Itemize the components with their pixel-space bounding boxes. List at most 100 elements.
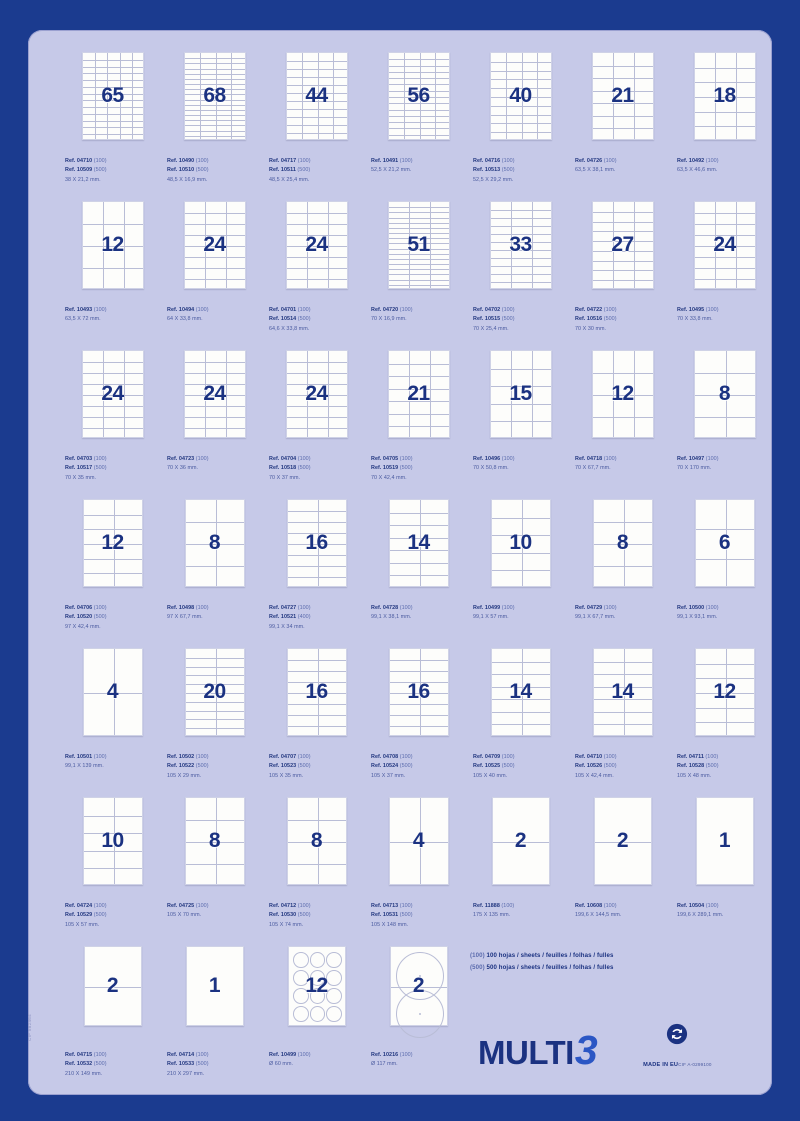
sheet-row-rule <box>184 58 245 60</box>
label-count: 12 <box>305 974 328 997</box>
label-format-card[interactable]: 2 Ref. 10216 (100) Ø 117 mm. <box>368 946 469 1095</box>
sheet-row-rule <box>695 663 754 665</box>
sheet-row-rule <box>592 90 653 92</box>
sheet-preview-wrap: 2 <box>470 797 571 897</box>
label-count: 12 <box>101 233 124 256</box>
card-caption: Ref. 04726 (100) 63,5 X 38,1 mm. <box>572 157 673 176</box>
label-format-card[interactable]: 6 Ref. 10500 (100) 99,1 X 93,1 mm. <box>674 499 775 648</box>
label-format-card[interactable]: 14 Ref. 04728 (100) 99,1 X 38,1 mm. <box>368 499 469 648</box>
label-format-card[interactable]: 12 Ref. 04706 (100) Ref. 10520 (500) 97 X 4… <box>62 499 163 648</box>
label-format-card[interactable]: 2 Ref. 10608 (100) 199,6 X 144,5 mm. <box>572 797 673 946</box>
label-format-card[interactable]: 12 Ref. 04711 (100) Ref. 10528 (500) 105 X … <box>674 648 775 797</box>
label-dimensions: 175 X 135 mm. <box>473 912 511 919</box>
card-caption: Ref. 10501 (100) 99,1 X 139 mm. <box>62 753 163 772</box>
label-format-card[interactable]: 14 Ref. 04710 (100) Ref. 10526 (500) 105 X … <box>572 648 673 797</box>
label-dimensions: 199,6 X 144,5 mm. <box>575 912 622 919</box>
label-format-card[interactable]: 68 Ref. 10490 (100) Ref. 10510 (500) 48,5 X… <box>164 52 265 201</box>
reference-code: Ref. 04709 <box>473 754 502 760</box>
label-dimensions: Ø 117 mm. <box>371 1061 398 1068</box>
label-format-card[interactable]: 16 Ref. 04707 (100) Ref. 10523 (500) 105 X … <box>266 648 367 797</box>
label-dimensions: 105 X 74 mm. <box>269 921 304 928</box>
label-format-card[interactable]: 4 Ref. 04713 (100) Ref. 10531 (500) 105 X 1… <box>368 797 469 946</box>
label-count: 56 <box>407 84 430 107</box>
sheet-row-rule <box>388 426 449 428</box>
label-format-card[interactable]: 21 Ref. 04705 (100) Ref. 10519 (500) 70 X 4… <box>368 350 469 499</box>
label-count: 6 <box>718 531 731 554</box>
label-dimensions: 63,5 X 38,1 mm. <box>575 167 616 174</box>
sheet-row-rule <box>287 682 346 683</box>
sheet-row-rule <box>388 84 449 86</box>
sheet-row-rule <box>185 710 244 712</box>
label-format-card[interactable]: 14 Ref. 04709 (100) Ref. 10525 (500) 105 X … <box>470 648 571 797</box>
sheet-row-rule <box>286 213 347 214</box>
sheet-row-rule <box>490 210 551 211</box>
sheet-row-rule <box>490 266 551 267</box>
label-format-card[interactable]: 65 Ref. 04710 (100) Ref. 10509 (500) 38 X 2… <box>62 52 163 201</box>
label-format-card[interactable]: 8 Ref. 04725 (100) 105 X 70 mm. <box>164 797 265 946</box>
reference-line: Ref. 04718 (100) <box>575 455 673 464</box>
sheet-row-rule <box>83 558 142 560</box>
reference-code: Ref. 04723 <box>167 456 196 462</box>
label-format-card[interactable]: 44 Ref. 04717 (100) Ref. 10511 (500) 48,5 X… <box>266 52 367 201</box>
label-format-card[interactable]: 2 Ref. 04715 (100) Ref. 10532 (500) 210 X 1… <box>62 946 163 1095</box>
label-format-card[interactable]: 18 Ref. 10492 (100) 63,5 X 46,6 mm. <box>674 52 775 201</box>
label-format-card[interactable]: 56 Ref. 10491 (100) 52,5 X 21,2 mm. <box>368 52 469 201</box>
label-dimensions: 210 X 297 mm. <box>167 1070 205 1077</box>
label-format-card[interactable]: 12 Ref. 10499 (100) Ø 60 mm. <box>266 946 367 1095</box>
label-format-card[interactable]: 24 Ref. 10494 (100) 64 X 33,8 mm. <box>164 201 265 350</box>
label-format-card[interactable]: 1 Ref. 10504 (100) 199,6 X 289,1 mm. <box>674 797 775 946</box>
card-caption: Ref. 10495 (100) 70 X 33,8 mm. <box>674 306 775 325</box>
label-count: 12 <box>101 531 124 554</box>
sheet-col-rule <box>113 798 115 884</box>
sheet-row-rule <box>593 566 652 567</box>
sheet-row-rule <box>389 715 448 716</box>
label-format-card[interactable]: 33 Ref. 04702 (100) Ref. 10515 (500) 70 X 2… <box>470 201 571 350</box>
sheet-col-rule <box>327 202 329 288</box>
reference-quantity: (100) <box>399 158 413 164</box>
card-caption: Ref. 04724 (100) Ref. 10529 (500) 105 X 57… <box>62 902 163 930</box>
label-format-card[interactable]: 27 Ref. 04722 (100) Ref. 10516 (500) 70 X 3… <box>572 201 673 350</box>
label-format-card[interactable]: 4 Ref. 10501 (100) 99,1 X 139 mm. <box>62 648 163 797</box>
sheet-row-rule <box>286 77 347 78</box>
label-format-card[interactable]: 24 Ref. 04704 (100) Ref. 10518 (500) 70 X 3… <box>266 350 367 499</box>
sheet-row-rule <box>184 99 245 101</box>
label-format-card[interactable]: 12 Ref. 10493 (100) 63,5 X 72 mm. <box>62 201 163 350</box>
label-format-card[interactable]: 15 Ref. 10496 (100) 70 X 50,8 mm. <box>470 350 571 499</box>
label-format-card[interactable]: 1 Ref. 04714 (100) Ref. 10533 (500) 210 X 2… <box>164 946 265 1095</box>
label-format-card[interactable]: 12 Ref. 04718 (100) 70 X 67,7 mm. <box>572 350 673 499</box>
label-format-card[interactable]: 24 Ref. 04701 (100) Ref. 10514 (500) 64,6 X… <box>266 201 367 350</box>
label-format-card[interactable]: 8 Ref. 10497 (100) 70 X 170 mm. <box>674 350 775 499</box>
label-format-card[interactable]: 21 Ref. 04726 (100) 63,5 X 38,1 mm. <box>572 52 673 201</box>
sheet-row-rule <box>184 115 245 117</box>
sheet-row-rule <box>389 704 448 705</box>
label-format-card[interactable]: 10 Ref. 10499 (100) 99,1 X 57 mm. <box>470 499 571 648</box>
label-format-card[interactable]: 8 Ref. 04712 (100) Ref. 10530 (500) 105 X 7… <box>266 797 367 946</box>
reference-quantity: (500) <box>93 614 107 621</box>
sheet-row-rule <box>694 279 755 280</box>
reference-line: Ref. 10524 (500) <box>371 762 469 771</box>
sheet-preview-wrap: 12 <box>266 946 367 1046</box>
label-format-card[interactable]: 2 Ref. 11888 (100) 175 X 135 mm. <box>470 797 571 946</box>
center-dot-icon <box>418 1013 421 1015</box>
label-sheet-preview: 8 <box>592 499 653 587</box>
label-format-card[interactable]: 8 Ref. 10498 (100) 97 X 67,7 mm. <box>164 499 265 648</box>
sheet-col-rule <box>231 53 232 139</box>
label-format-card[interactable]: 16 Ref. 04708 (100) Ref. 10524 (500) 105 X … <box>368 648 469 797</box>
sheet-preview-wrap: 10 <box>62 797 163 897</box>
label-format-card[interactable]: 16 Ref. 04727 (100) Ref. 10521 (400) 99,1 X… <box>266 499 367 648</box>
sheet-col-rule <box>302 53 303 139</box>
sheet-row-rule <box>388 401 449 403</box>
label-format-card[interactable]: 10 Ref. 04724 (100) Ref. 10529 (500) 105 X … <box>62 797 163 946</box>
label-dimensions: 99,1 X 38,1 mm. <box>371 614 412 621</box>
label-sheet-preview: 15 <box>489 350 552 438</box>
label-format-card[interactable]: 51 Ref. 04720 (100) 70 X 16,9 mm. <box>368 201 469 350</box>
label-format-card[interactable]: 20 Ref. 10502 (100) Ref. 10522 (500) 105 X … <box>164 648 265 797</box>
label-format-card[interactable]: 24 Ref. 04703 (100) Ref. 10517 (500) 70 X 3… <box>62 350 163 499</box>
sheet-row-rule <box>287 566 346 567</box>
label-format-card[interactable]: 40 Ref. 04716 (100) Ref. 10513 (500) 52,5 X… <box>470 52 571 201</box>
reference-code: Ref. 04718 <box>575 456 604 462</box>
sheet-preview-wrap: 27 <box>572 201 673 301</box>
label-format-card[interactable]: 24 Ref. 10495 (100) 70 X 33,8 mm. <box>674 201 775 350</box>
label-format-card[interactable]: 24 Ref. 04723 (100) 70 X 36 mm. <box>164 350 265 499</box>
label-format-card[interactable]: 8 Ref. 04729 (100) 99,1 X 67,7 mm. <box>572 499 673 648</box>
